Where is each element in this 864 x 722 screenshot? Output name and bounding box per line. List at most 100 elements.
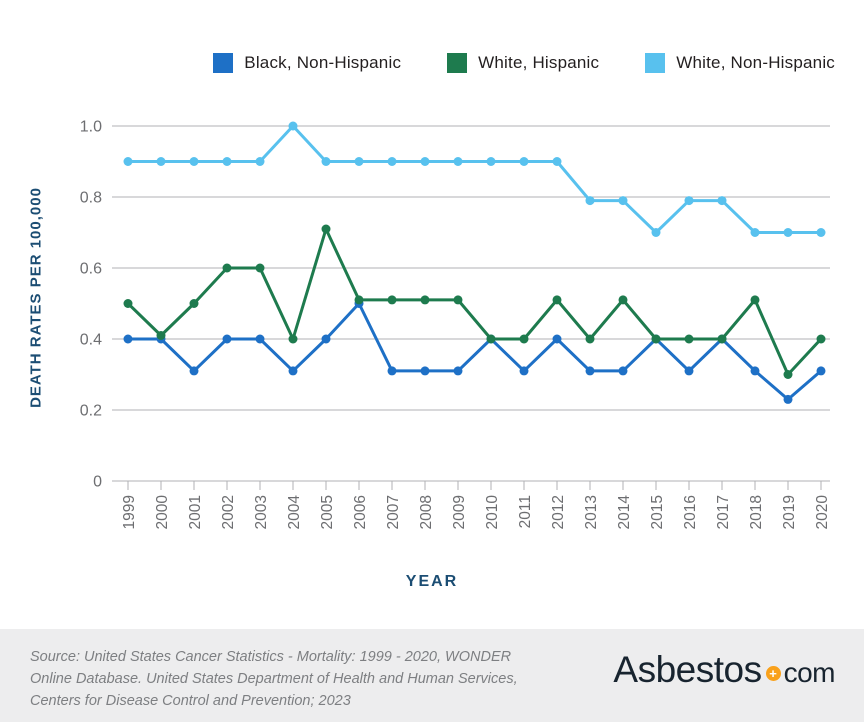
asbestos-logo: Asbestos com xyxy=(613,650,835,690)
x-tick-label: 2000 xyxy=(154,495,171,530)
x-tick-label: 2011 xyxy=(517,495,534,528)
data-point xyxy=(156,157,166,166)
y-tick-label: 1.0 xyxy=(80,119,102,136)
data-point xyxy=(618,295,628,305)
source-line: Centers for Disease Control and Preventi… xyxy=(30,693,351,709)
data-point xyxy=(288,121,298,131)
legend-label: White, Non-Hispanic xyxy=(676,53,835,72)
data-point xyxy=(585,366,595,376)
data-point xyxy=(288,334,298,344)
data-point xyxy=(255,334,265,344)
data-point xyxy=(618,366,628,376)
data-point xyxy=(651,228,661,237)
source-line: Source: United States Cancer Statistics … xyxy=(30,649,512,665)
legend-swatch-green xyxy=(447,53,468,73)
y-tick-label: 0.8 xyxy=(80,190,102,207)
data-point xyxy=(585,334,595,344)
data-point xyxy=(717,196,727,206)
data-point xyxy=(486,157,496,166)
legend-item-white-hispanic: White, Hispanic xyxy=(447,53,599,73)
data-point xyxy=(288,366,298,376)
data-point xyxy=(486,334,496,344)
data-point xyxy=(684,366,694,376)
data-point xyxy=(420,157,430,166)
data-point xyxy=(321,334,331,344)
y-tick-label: 0.6 xyxy=(80,261,102,278)
data-point xyxy=(618,196,628,206)
x-tick-label: 2004 xyxy=(286,495,303,530)
x-tick-label: 2009 xyxy=(451,495,468,529)
source-line: Online Database. United States Departmen… xyxy=(30,671,518,687)
data-point xyxy=(222,157,232,166)
data-point xyxy=(783,394,793,404)
x-tick-label: 2002 xyxy=(220,495,237,529)
data-point xyxy=(387,366,397,376)
line-chart: 1.0 0.8 0.6 0.4 0.2 0 1999 2000 2001 2002 2003 2004… xyxy=(80,119,831,530)
data-point xyxy=(222,334,232,344)
x-tick-label: 2014 xyxy=(616,495,633,530)
line-chart-svg: 1.0 0.8 0.6 0.4 0.2 0 1999 2000 2001 2002 2003 2004… xyxy=(80,119,831,530)
data-point xyxy=(123,334,133,344)
data-point xyxy=(387,157,397,166)
x-tick-label: 2008 xyxy=(418,495,435,529)
legend-label: Black, Non-Hispanic xyxy=(244,53,402,72)
data-point xyxy=(816,228,826,237)
x-tick-label: 2020 xyxy=(814,495,831,530)
data-point xyxy=(552,334,562,344)
data-point xyxy=(420,366,430,376)
y-tick-label: 0.4 xyxy=(80,332,102,349)
y-tick-label: 0 xyxy=(93,474,102,491)
x-tick-label: 2017 xyxy=(715,495,732,529)
legend-label: White, Hispanic xyxy=(478,53,600,72)
data-point xyxy=(189,366,199,376)
source-citation: Source: United States Cancer Statistics … xyxy=(30,646,570,712)
data-point xyxy=(519,334,529,344)
data-point xyxy=(750,228,760,237)
data-point xyxy=(453,157,463,166)
data-point xyxy=(189,157,199,166)
legend-item-black-non-hispanic: Black, Non-Hispanic xyxy=(213,53,401,73)
data-point xyxy=(420,295,430,305)
x-tick-label: 2010 xyxy=(484,495,501,530)
y-axis-title: DEATH RATES PER 100,000 xyxy=(27,187,45,408)
x-tick-label: 1999 xyxy=(121,495,138,529)
x-tick-label: 2003 xyxy=(253,495,270,529)
logo-brand-text: Asbestos xyxy=(613,649,762,690)
data-point xyxy=(387,295,397,305)
data-point xyxy=(585,196,595,206)
x-tick-label: 2001 xyxy=(187,495,204,529)
y-tick-label: 0.2 xyxy=(80,403,102,420)
x-axis-title: YEAR xyxy=(405,573,459,590)
data-point xyxy=(321,157,331,166)
x-tick-label: 2019 xyxy=(781,495,798,529)
legend-swatch-light-blue xyxy=(645,53,666,73)
data-point xyxy=(123,157,133,166)
data-point xyxy=(255,263,265,273)
x-tick-label: 2015 xyxy=(649,495,666,529)
plus-circle-icon xyxy=(765,666,781,681)
data-point xyxy=(684,334,694,344)
x-tick-label: 2016 xyxy=(682,495,699,529)
legend-item-white-non-hispanic: White, Non-Hispanic xyxy=(645,53,835,73)
data-point xyxy=(750,366,760,376)
data-point xyxy=(519,157,529,166)
data-point xyxy=(156,331,166,340)
footer: Source: United States Cancer Statistics … xyxy=(0,629,864,722)
series-line xyxy=(126,302,823,401)
data-point xyxy=(684,196,694,206)
x-tick-label: 2005 xyxy=(319,495,336,529)
data-point xyxy=(816,334,826,344)
data-point xyxy=(354,157,364,166)
series-line xyxy=(126,124,823,234)
data-point xyxy=(717,334,727,344)
data-point xyxy=(519,366,529,376)
series-line xyxy=(126,227,823,376)
data-point xyxy=(453,366,463,376)
x-tick-label: 2007 xyxy=(385,495,402,529)
legend-swatch-blue xyxy=(213,53,234,73)
data-point xyxy=(552,157,562,166)
data-point xyxy=(750,295,760,305)
x-tick-label: 2018 xyxy=(748,495,765,529)
data-point xyxy=(783,370,793,379)
